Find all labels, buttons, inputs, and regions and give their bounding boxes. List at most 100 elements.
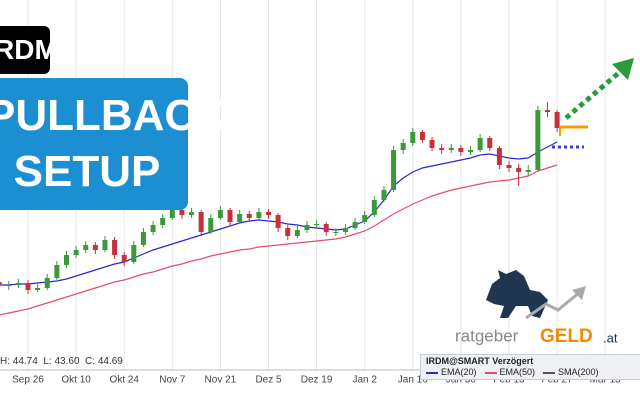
candle-body	[285, 228, 291, 236]
candle-body	[314, 224, 320, 225]
candle-body	[477, 138, 483, 150]
candle-body	[275, 215, 281, 228]
candle-body	[121, 255, 127, 262]
candle-body	[35, 288, 41, 290]
candle-body	[496, 148, 502, 165]
legend-swatch	[426, 371, 438, 374]
candle-body	[102, 240, 108, 250]
indicator-line	[0, 164, 558, 316]
x-tick-label: Okt 24	[109, 375, 139, 386]
bull-icon	[486, 270, 548, 318]
candle-body	[0, 282, 2, 285]
candle-body	[458, 148, 464, 152]
candle-body	[352, 222, 358, 228]
headline-line: PULLBACK	[0, 91, 228, 140]
logo: ratgeber GELD .at	[455, 270, 618, 347]
logo-text: ratgeber	[455, 326, 519, 345]
legend-title: IRDM@SMART Verzögert	[426, 356, 534, 366]
candle-body	[179, 210, 185, 215]
legend-label: SMA(200)	[558, 367, 599, 377]
candle-body	[323, 224, 329, 232]
candle-body	[92, 245, 98, 250]
x-tick-label: Jan 30	[446, 375, 476, 386]
candle-body	[342, 228, 348, 232]
candle-body	[208, 218, 214, 232]
x-tick-label: Feb 27	[542, 375, 574, 386]
trend-arrow	[564, 68, 624, 120]
x-tick-label: Okt 10	[61, 375, 91, 386]
candle-body	[140, 232, 146, 245]
legend-label: EMA(50)	[499, 367, 536, 377]
candle-body	[83, 245, 89, 250]
candle-body	[160, 218, 166, 225]
x-tick-label: Jan 16	[398, 375, 428, 386]
candle-body	[131, 245, 137, 262]
candle-body	[237, 214, 243, 222]
candle-body	[439, 148, 445, 150]
candle-body	[448, 148, 454, 150]
candle-body	[150, 225, 156, 232]
x-tick-label: Dez 19	[301, 375, 333, 386]
candle-body	[112, 240, 118, 255]
candle-body	[391, 150, 397, 190]
candle-body	[15, 283, 21, 285]
candle-body	[419, 132, 425, 140]
logo-text: GELD	[540, 326, 593, 347]
candle-body	[506, 165, 512, 168]
x-tick-label: Nov 7	[159, 375, 186, 386]
candle-body	[44, 278, 50, 288]
candle-body	[25, 283, 31, 290]
candle-body	[54, 265, 60, 278]
candle-body	[516, 168, 522, 172]
legend-items: EMA(20) EMA(50) SMA(200)	[426, 367, 607, 377]
candle-body	[410, 132, 416, 143]
x-tick-label: Dez 5	[255, 375, 282, 386]
logo-swoosh	[525, 290, 581, 320]
candle-body	[487, 138, 493, 148]
legend-item[interactable]: EMA(50)	[484, 367, 536, 377]
candle-body	[381, 190, 387, 200]
legend: IRDM@SMART Verzögert EMA(20) EMA(50) SMA(2…	[420, 354, 640, 380]
candle-body	[429, 140, 435, 148]
candle-body	[400, 143, 406, 150]
headline-line: SETUP	[13, 147, 161, 196]
legend-item[interactable]: SMA(200)	[543, 367, 599, 377]
candle-body	[256, 212, 262, 218]
legend-item[interactable]: EMA(20)	[426, 367, 477, 377]
logo-text: .at	[603, 330, 618, 345]
candle-body	[544, 110, 550, 112]
candle-body	[198, 212, 204, 232]
legend-swatch	[484, 371, 497, 374]
headline-box: PULLBACK SETUP	[0, 78, 228, 210]
x-tick-label: Nov 21	[205, 375, 237, 386]
candle-body	[73, 250, 79, 255]
candle-body	[362, 215, 368, 222]
candle-body	[63, 255, 69, 265]
candle-body	[371, 200, 377, 215]
candle-body	[304, 225, 310, 230]
candle-body	[217, 210, 223, 218]
forecast-annotations	[552, 58, 634, 149]
x-tick-label: Feb 13	[493, 375, 525, 386]
legend-label: EMA(20)	[441, 367, 477, 377]
candle-body	[6, 285, 12, 286]
legend-swatch	[543, 371, 556, 374]
candle-body	[554, 112, 560, 128]
candles	[0, 102, 560, 294]
candle-body	[266, 212, 271, 215]
candle-body	[468, 150, 474, 152]
candle-body	[246, 214, 252, 218]
quote-text: H: 44.74 L: 43.60 C: 44.69	[0, 356, 123, 367]
logo-arrow	[572, 286, 586, 300]
candle-body	[333, 232, 339, 233]
candle-body	[189, 212, 195, 215]
candle-body	[535, 110, 541, 170]
x-tick-label: Jan 2	[352, 375, 377, 386]
grid	[27, 0, 606, 370]
candle-body	[227, 210, 233, 222]
ticker-badge: RDM	[0, 26, 58, 74]
candle-body	[169, 210, 175, 218]
arrow-head	[612, 58, 634, 80]
